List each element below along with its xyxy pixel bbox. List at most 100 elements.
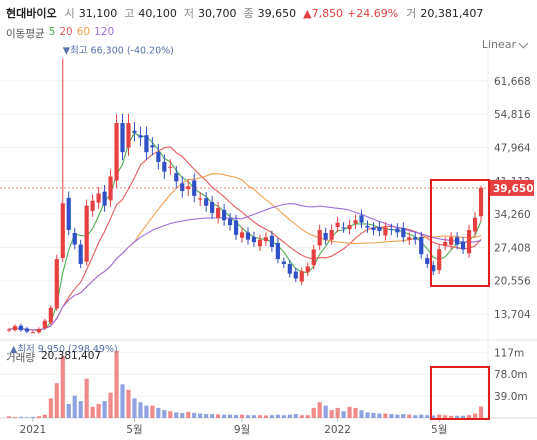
volume-highlight-box bbox=[430, 366, 490, 420]
volume-bar bbox=[216, 414, 221, 418]
candle-body bbox=[180, 183, 185, 192]
candle-body bbox=[425, 258, 430, 264]
candle-body bbox=[210, 202, 215, 213]
last-price-tag bbox=[488, 179, 534, 196]
moving-average-line-ma5 bbox=[8, 132, 482, 332]
close-price: 39,650 bbox=[257, 6, 297, 20]
volume-panel-legend: 거래량 20,381,407 bbox=[6, 350, 101, 365]
price-tick-label: 13,704 bbox=[494, 309, 531, 321]
x-tick-label: 9월 bbox=[234, 424, 250, 436]
volume-bar bbox=[102, 401, 107, 418]
candle-body bbox=[216, 208, 221, 218]
candle-body bbox=[275, 242, 280, 260]
volume-bar bbox=[431, 415, 436, 418]
candle-body bbox=[198, 198, 203, 200]
candle-body bbox=[66, 197, 71, 230]
open-price: 31,100 bbox=[78, 6, 118, 20]
candle-body bbox=[263, 237, 269, 242]
candle-body bbox=[144, 135, 149, 153]
volume-bar bbox=[425, 415, 430, 418]
high-price: 40,100 bbox=[138, 6, 177, 20]
price-tick-label: 34,260 bbox=[494, 209, 531, 221]
candle-body bbox=[365, 225, 370, 228]
price-tick-label: 47,964 bbox=[494, 143, 531, 155]
volume-bar bbox=[30, 416, 35, 418]
volume-bar bbox=[18, 416, 24, 418]
volume-bar bbox=[198, 413, 203, 418]
volume-bar bbox=[299, 415, 304, 418]
volume-bar bbox=[287, 414, 292, 418]
volume-panel-label: 거래량 bbox=[6, 352, 35, 364]
candle-body bbox=[48, 307, 53, 323]
scale-label: Linear bbox=[481, 38, 516, 51]
volume-tick-label: 39.0m bbox=[494, 391, 528, 403]
volume-bar bbox=[413, 415, 418, 418]
volume-tick-label: 117m bbox=[494, 347, 524, 359]
volume-bar bbox=[78, 401, 83, 418]
price-change-pct: +24.69% bbox=[347, 6, 399, 20]
candle-body bbox=[377, 226, 382, 231]
candle-body bbox=[359, 215, 364, 223]
x-tick-label: 5월 bbox=[431, 424, 447, 436]
volume-bar bbox=[186, 411, 191, 418]
candle-body bbox=[221, 209, 227, 221]
volume-bar bbox=[72, 395, 77, 418]
ma-120-legend[interactable]: 120 bbox=[94, 26, 115, 38]
candle-body bbox=[204, 198, 209, 206]
price-tick-label: 54,816 bbox=[494, 109, 531, 121]
candle-body bbox=[383, 227, 388, 236]
ma-5-legend[interactable]: 5 bbox=[48, 26, 56, 38]
price-tick-label: 61,668 bbox=[494, 76, 531, 88]
volume-bar bbox=[126, 389, 131, 418]
volume-bars bbox=[6, 350, 484, 418]
price-highlight-box bbox=[430, 179, 490, 287]
volume-bar bbox=[221, 414, 227, 418]
volume-bar bbox=[460, 415, 466, 418]
volume-bar bbox=[257, 415, 263, 418]
volume-bar bbox=[377, 413, 382, 418]
volume-bar bbox=[347, 406, 352, 418]
candle-body bbox=[18, 325, 24, 331]
stock-summary: 현대바이오 시 31,100 고 40,100 저 30,700 종 39,65… bbox=[6, 4, 486, 22]
candle-body bbox=[162, 161, 167, 172]
candle-body bbox=[102, 191, 107, 206]
candle-body bbox=[371, 227, 376, 230]
candle-body bbox=[305, 266, 310, 273]
close-label: 종 bbox=[243, 7, 254, 20]
volume-bar bbox=[437, 414, 442, 418]
volume-panel-value: 20,381,407 bbox=[40, 350, 102, 362]
volume-bar bbox=[251, 415, 257, 418]
scale-dropdown[interactable]: Linear bbox=[481, 38, 529, 51]
candle-body bbox=[449, 237, 454, 245]
volume-bar bbox=[144, 405, 149, 418]
volume-bar bbox=[227, 414, 233, 418]
volume-bar bbox=[419, 414, 424, 418]
volume-bar bbox=[335, 407, 340, 418]
candle-body bbox=[353, 220, 358, 224]
volume-bar bbox=[138, 402, 143, 418]
candle-body bbox=[257, 239, 263, 247]
volume-bar bbox=[90, 406, 95, 418]
volume-tick-label: 78.0m bbox=[494, 369, 528, 381]
candle-body bbox=[389, 229, 394, 231]
volume-bar bbox=[60, 356, 65, 418]
candle-body bbox=[12, 326, 18, 331]
volume-bar bbox=[239, 414, 245, 418]
volume-bar bbox=[472, 413, 478, 418]
candle-body bbox=[341, 227, 346, 229]
candle-body bbox=[287, 263, 292, 274]
candle-body bbox=[114, 123, 119, 181]
volume-bar bbox=[443, 415, 448, 418]
candle-body bbox=[132, 130, 137, 133]
last-price-label: 39,650 bbox=[493, 183, 534, 195]
ma-20-legend[interactable]: 20 bbox=[59, 26, 73, 38]
x-tick-label: 2021 bbox=[20, 424, 47, 436]
ma-60-legend[interactable]: 60 bbox=[76, 26, 91, 38]
low-price: 30,700 bbox=[197, 6, 237, 20]
volume-bar bbox=[401, 414, 406, 418]
volume-bar bbox=[275, 414, 280, 418]
candle-body bbox=[156, 151, 161, 162]
moving-average-label: 이동평균 bbox=[6, 28, 45, 40]
volume-bar bbox=[329, 410, 334, 418]
